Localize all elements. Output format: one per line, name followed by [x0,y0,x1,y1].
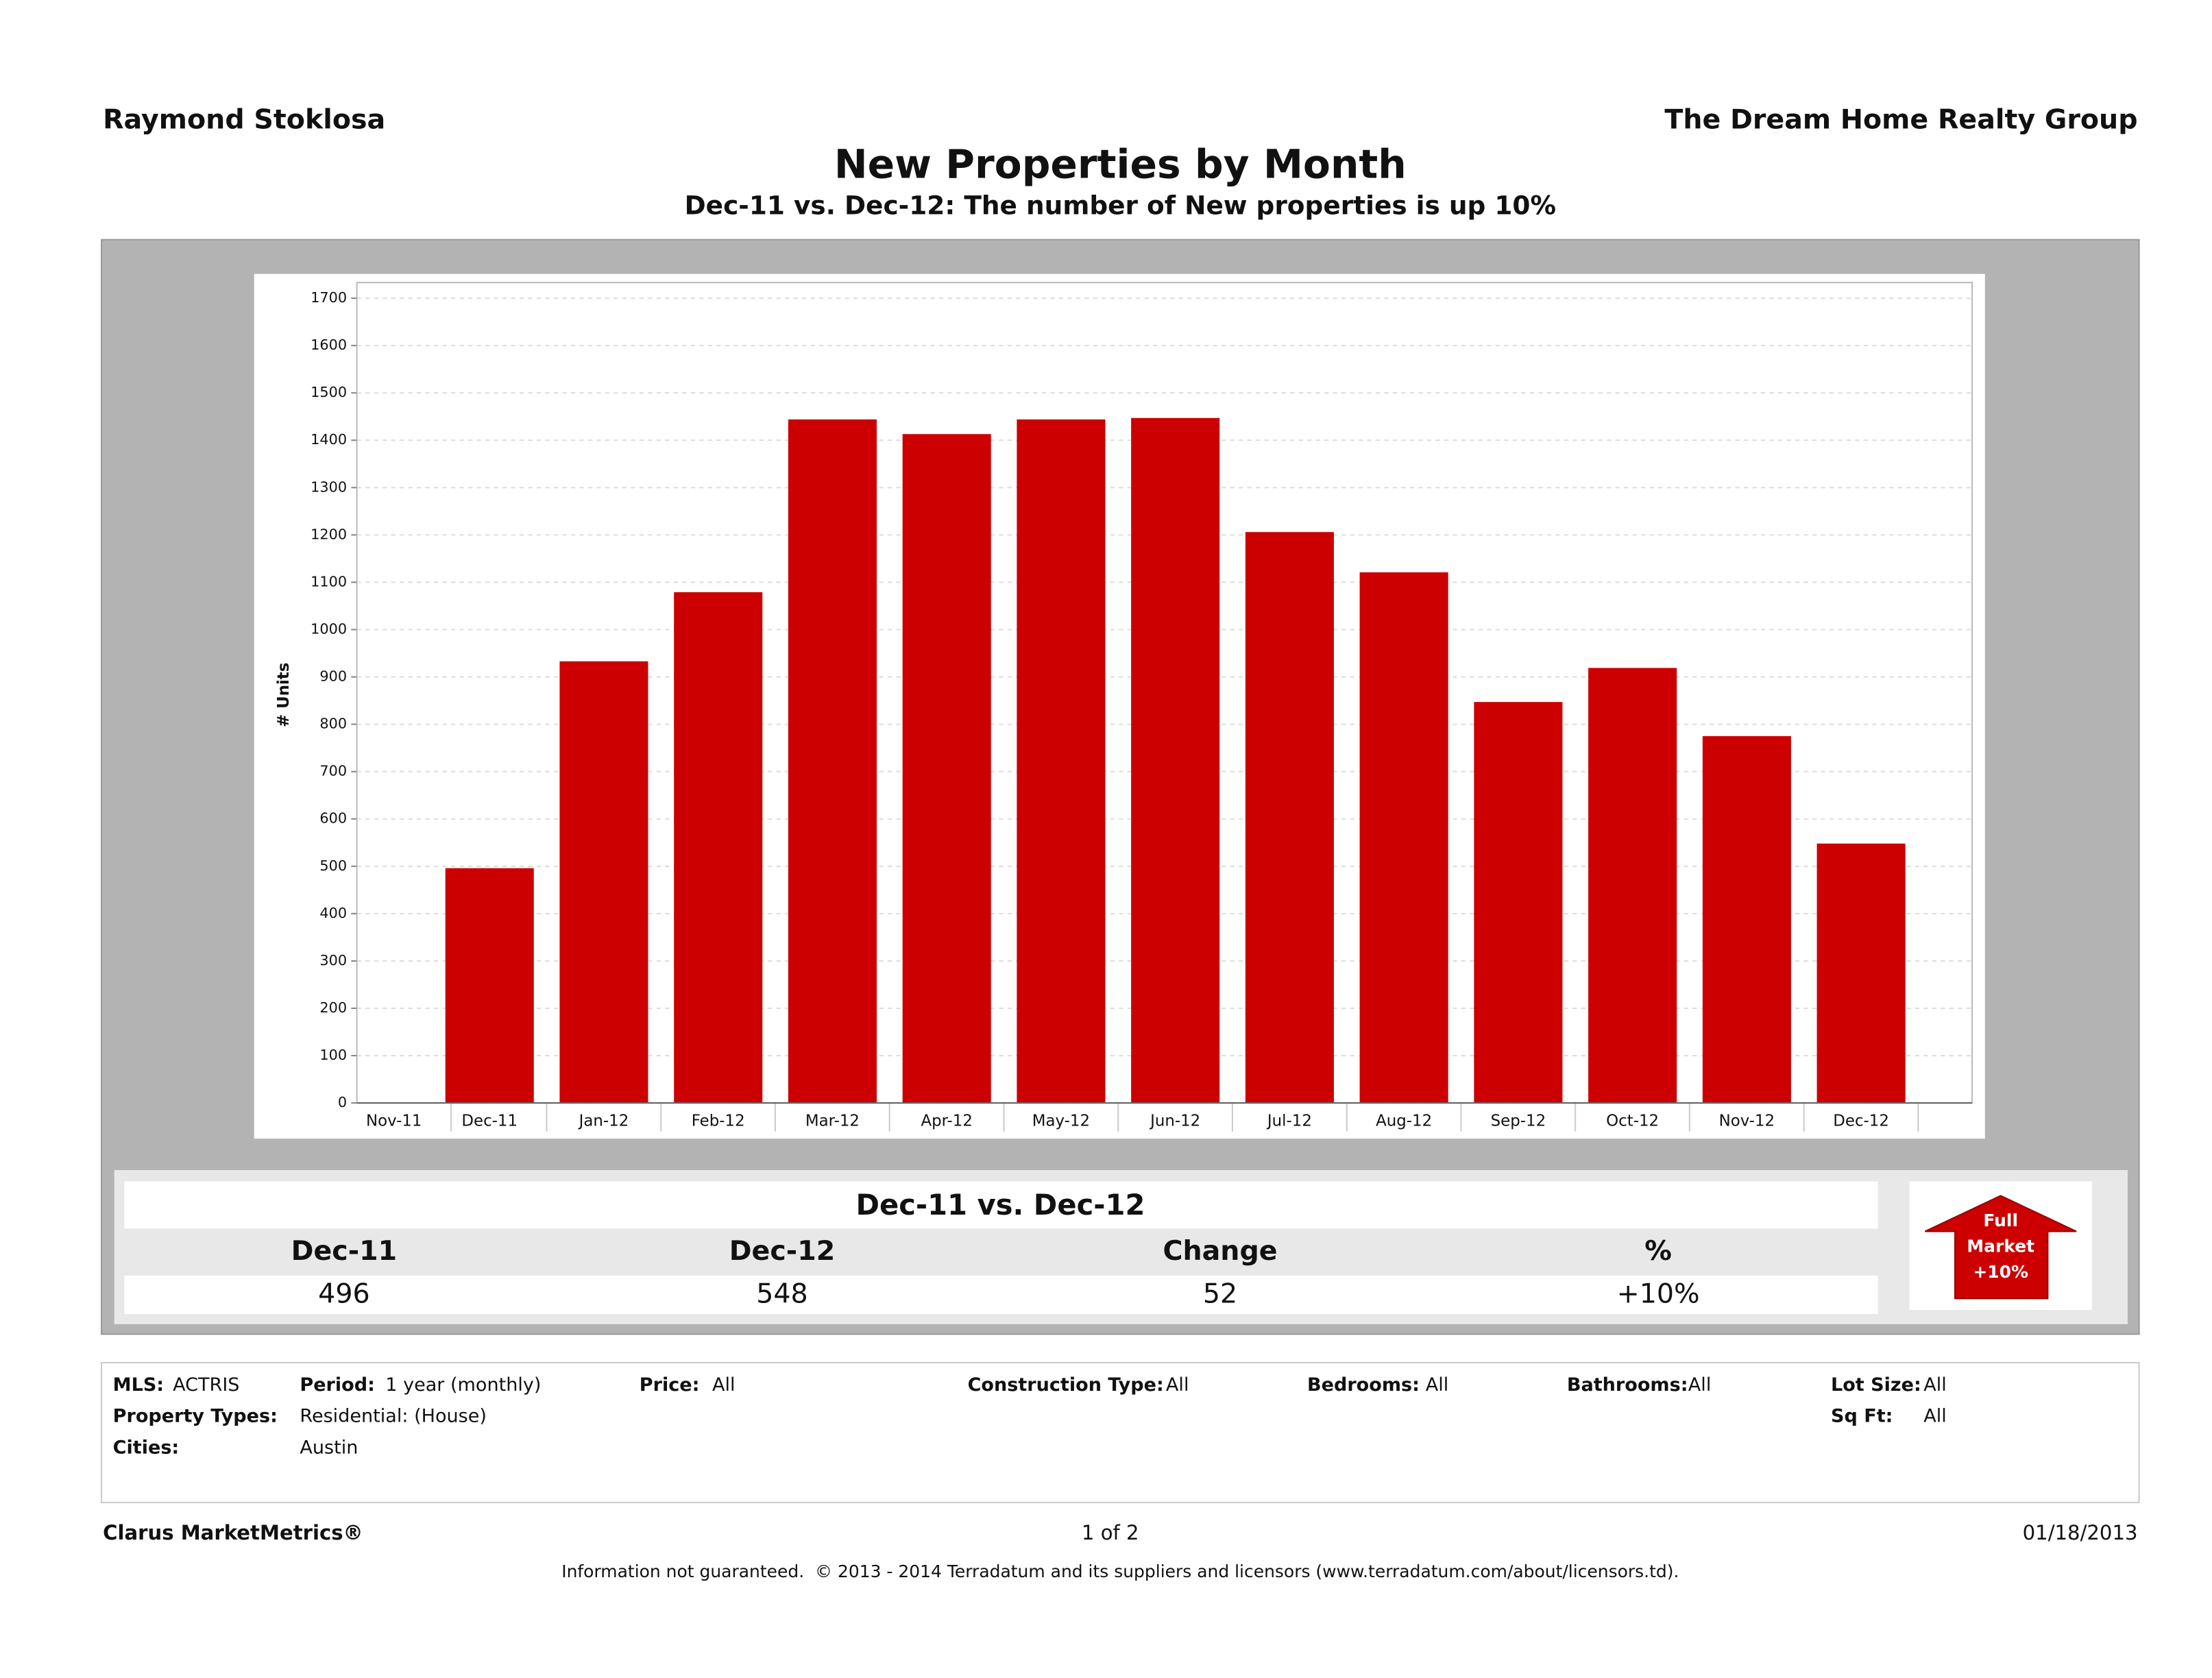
filter-box [100,1361,2140,1503]
bar [1131,417,1220,1104]
bar [1245,532,1334,1104]
filter-value: All [712,1374,736,1396]
bar [674,592,763,1104]
summary-value: 52 [1203,1278,1237,1310]
summary-header: Dec-12 [729,1235,836,1267]
x-tick-label: Nov-11 [366,1112,422,1130]
filter-label: Construction Type: [968,1374,1164,1396]
bar [445,868,534,1104]
filter-value: All [1166,1374,1189,1396]
x-tick-label: Dec-11 [461,1112,518,1130]
y-tick-label: 1100 [311,573,347,589]
badge-text: +10% [1973,1262,2028,1282]
y-tick-label: 300 [319,952,347,969]
filter-label: MLS: [113,1374,164,1396]
bar [559,661,648,1104]
y-tick-label: 600 [319,810,347,827]
badge-arrow [1924,1195,2077,1300]
x-tick-label: Mar-12 [805,1112,860,1130]
y-tick-label: 1700 [311,289,347,306]
agent-name: Raymond Stoklosa [103,104,385,135]
filter-value: All [1426,1374,1449,1396]
y-tick-label: 0 [338,1094,347,1110]
y-tick-label: 100 [319,1047,347,1063]
y-tick-label: 200 [319,999,347,1016]
x-tick-label: May-12 [1032,1112,1090,1130]
bar [902,434,991,1104]
filter-label: Cities: [113,1437,180,1458]
x-tick-label: Jul-12 [1266,1112,1312,1130]
x-tick-label: Sep-12 [1491,1112,1546,1130]
x-tick-label: Apr-12 [921,1112,972,1130]
bar [1359,572,1448,1104]
x-tick-label: Nov-12 [1719,1112,1775,1130]
y-tick-label: 500 [319,858,347,874]
filter-value: 1 year (monthly) [385,1374,541,1396]
filter-value: All [1923,1406,1947,1427]
filter-label: Sq Ft: [1831,1406,1893,1427]
filter-label: Bedrooms: [1307,1374,1420,1396]
bar [1017,419,1106,1104]
y-axis-label: # Units [275,663,293,727]
x-tick-label: Aug-12 [1376,1112,1432,1130]
y-tick-label: 1000 [311,620,347,637]
filter-label: Bathrooms: [1567,1374,1688,1396]
bar [1702,735,1791,1104]
brand: Clarus MarketMetrics® [103,1521,363,1544]
company-name: The Dream Home Realty Group [1664,104,2137,135]
filter-label: Price: [640,1374,700,1396]
page-number: 1 of 2 [1082,1521,1139,1544]
filter-value: ACTRIS [173,1374,239,1396]
summary-header: Dec-11 [291,1235,398,1267]
summary-title-row [124,1181,1878,1229]
filter-value: Residential: (House) [300,1406,487,1427]
y-tick-label: 900 [319,668,347,685]
y-tick-label: 400 [319,905,347,921]
y-tick-label: 1200 [311,526,347,542]
filter-value: All [1688,1374,1712,1396]
x-tick-label: Dec-12 [1833,1112,1889,1130]
report-date: 01/18/2013 [2023,1521,2138,1544]
y-tick-label: 1500 [311,384,347,400]
y-tick-label: 800 [319,716,347,732]
filter-label: Period: [300,1374,375,1396]
bar [1474,702,1563,1104]
bar [788,419,877,1104]
x-tick-label: Feb-12 [692,1112,745,1130]
x-tick-label: Jun-12 [1149,1112,1200,1130]
filter-label: Property Types: [113,1406,278,1427]
y-tick-label: 1400 [311,431,347,448]
x-tick-label: Oct-12 [1606,1112,1659,1130]
x-tick-label: Jan-12 [578,1112,629,1130]
plot: 0 100 200 300 400 500 600 700 800 900 1000 1100 1200… [311,289,1973,1132]
chart-title: New Properties by Month [834,141,1407,188]
summary-header: % [1644,1235,1672,1267]
badge-text: Full [1983,1211,2018,1230]
summary-value: 496 [318,1278,369,1310]
bar [1588,668,1677,1104]
filter-label: Lot Size: [1831,1374,1921,1396]
filter-value: All [1923,1374,1947,1396]
summary-title: Dec-11 vs. Dec-12 [855,1188,1145,1221]
y-tick-label: 700 [319,763,347,779]
disclaimer: Information not guaranteed. © 2013 - 201… [561,1561,1679,1581]
badge-text: Market [1967,1236,2034,1256]
y-tick-label: 1300 [311,478,347,495]
summary-value: +10% [1617,1278,1700,1310]
bar [1816,843,1906,1104]
chart-subtitle: Dec-11 vs. Dec-12: The number of New pro… [685,190,1556,220]
summary-header: Change [1163,1235,1277,1267]
summary-value-row [124,1275,1878,1315]
y-tick-label: 1600 [311,337,347,353]
summary-value: 548 [756,1278,807,1310]
filter-value: Austin [300,1437,358,1458]
